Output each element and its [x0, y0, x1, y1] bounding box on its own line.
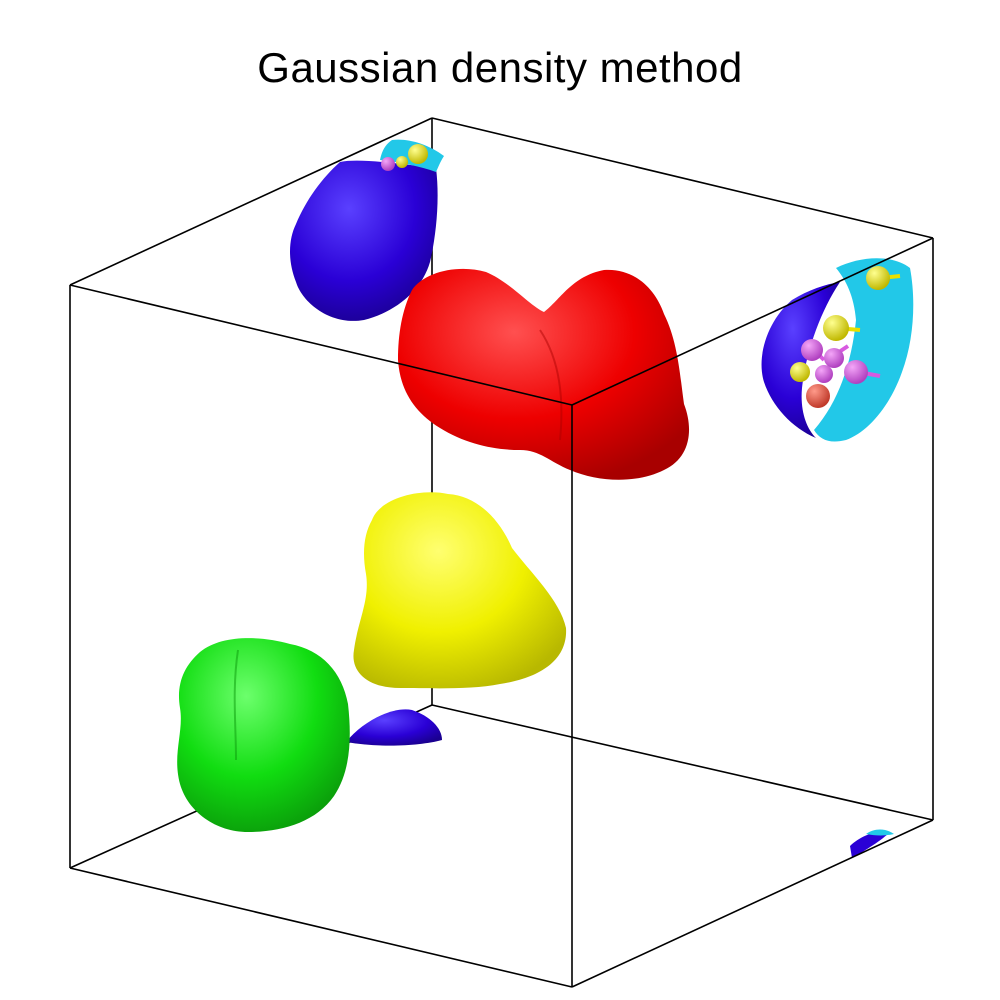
blue-surface-bottom-right: [850, 831, 890, 858]
yellow-density-surface: [353, 492, 567, 689]
blue-surface-bottom: [346, 709, 442, 746]
green-density-surface: [177, 638, 350, 832]
atom-yellow-top-left-2: [396, 156, 408, 168]
cyan-surface-bottom-right: [866, 829, 894, 836]
red-density-surface: [398, 268, 690, 480]
box-front-edges: [69, 117, 934, 988]
atom-magenta-top-left: [381, 157, 395, 171]
red-surface-fold: [539, 329, 563, 441]
green-surface-fold: [233, 649, 239, 761]
blue-surface-right: [761, 282, 840, 438]
atom-yellow-top-left: [408, 144, 428, 164]
blue-surface-top-left: [290, 160, 438, 321]
atom-cluster-right: [790, 266, 901, 408]
figure-title: Gaussian density method: [257, 44, 743, 91]
cyan-surface-right: [814, 258, 914, 442]
